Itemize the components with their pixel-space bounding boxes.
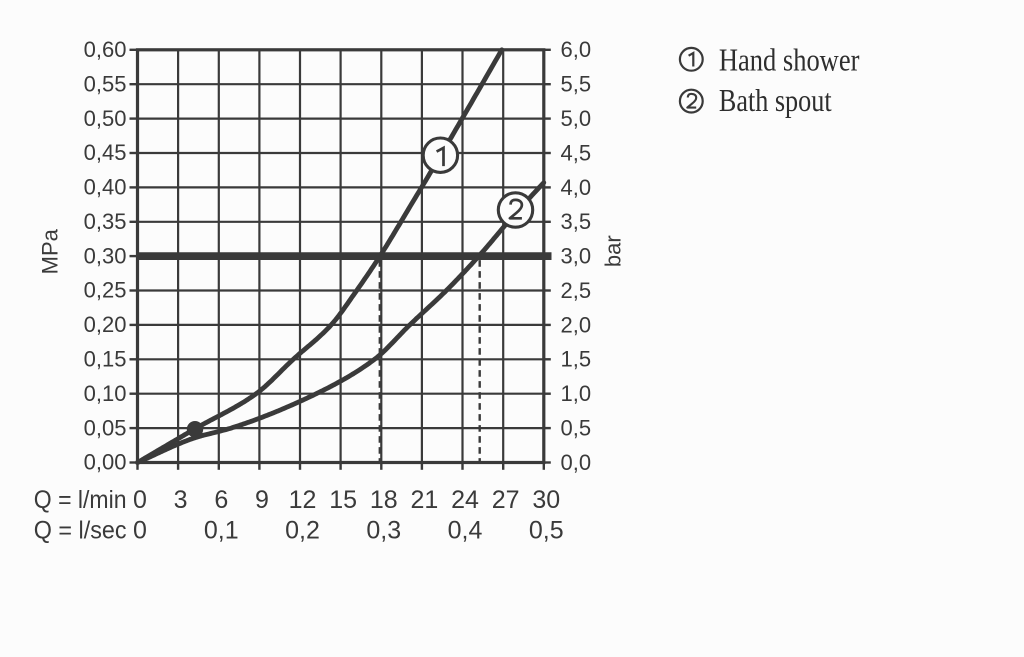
svg-text:21: 21: [410, 486, 438, 514]
svg-text:5,5: 5,5: [561, 72, 592, 97]
svg-text:30: 30: [532, 486, 560, 514]
svg-text:Bath spout: Bath spout: [719, 82, 832, 118]
svg-text:0,60: 0,60: [84, 37, 127, 62]
svg-text:Q = l/min: Q = l/min: [34, 486, 127, 514]
svg-text:0,5: 0,5: [529, 517, 564, 545]
svg-text:MPa: MPa: [38, 228, 63, 274]
svg-text:0,25: 0,25: [84, 278, 127, 303]
svg-text:2,5: 2,5: [561, 278, 592, 303]
svg-text:bar: bar: [601, 235, 626, 267]
svg-text:0,15: 0,15: [84, 347, 127, 372]
svg-text:18: 18: [370, 486, 398, 514]
svg-text:15: 15: [329, 486, 357, 514]
svg-text:0,4: 0,4: [448, 517, 483, 545]
svg-text:1,5: 1,5: [561, 347, 592, 372]
svg-text:0,50: 0,50: [84, 106, 127, 131]
svg-text:3,5: 3,5: [561, 209, 592, 234]
svg-text:0: 0: [133, 517, 147, 545]
svg-text:4,5: 4,5: [561, 140, 592, 165]
svg-text:6: 6: [214, 486, 228, 514]
svg-text:6,0: 6,0: [561, 37, 592, 62]
svg-text:0,20: 0,20: [84, 312, 127, 337]
svg-text:0,10: 0,10: [84, 381, 127, 406]
svg-text:0,2: 0,2: [285, 517, 320, 545]
svg-text:0,05: 0,05: [84, 415, 127, 440]
svg-text:4,0: 4,0: [561, 175, 592, 200]
svg-text:0,45: 0,45: [84, 140, 127, 165]
svg-text:0,40: 0,40: [84, 175, 127, 200]
svg-text:Hand shower: Hand shower: [719, 41, 860, 77]
svg-text:0,35: 0,35: [84, 209, 127, 234]
svg-text:0,00: 0,00: [84, 450, 127, 475]
svg-text:0,55: 0,55: [84, 71, 127, 96]
svg-text:3,0: 3,0: [561, 244, 592, 269]
svg-text:Q = l/sec: Q = l/sec: [34, 517, 127, 545]
svg-text:0,3: 0,3: [366, 517, 401, 545]
svg-text:2,0: 2,0: [561, 312, 592, 337]
svg-text:0,0: 0,0: [561, 450, 592, 475]
svg-text:0,1: 0,1: [204, 517, 239, 545]
svg-text:0: 0: [133, 486, 147, 514]
svg-text:27: 27: [492, 486, 520, 514]
svg-text:0,5: 0,5: [561, 416, 592, 441]
svg-text:0,30: 0,30: [84, 243, 127, 268]
svg-text:24: 24: [451, 486, 479, 514]
svg-text:12: 12: [289, 486, 317, 514]
svg-text:5,0: 5,0: [561, 106, 592, 131]
svg-text:3: 3: [174, 486, 188, 514]
svg-text:1,0: 1,0: [561, 381, 592, 406]
svg-text:9: 9: [255, 486, 269, 514]
